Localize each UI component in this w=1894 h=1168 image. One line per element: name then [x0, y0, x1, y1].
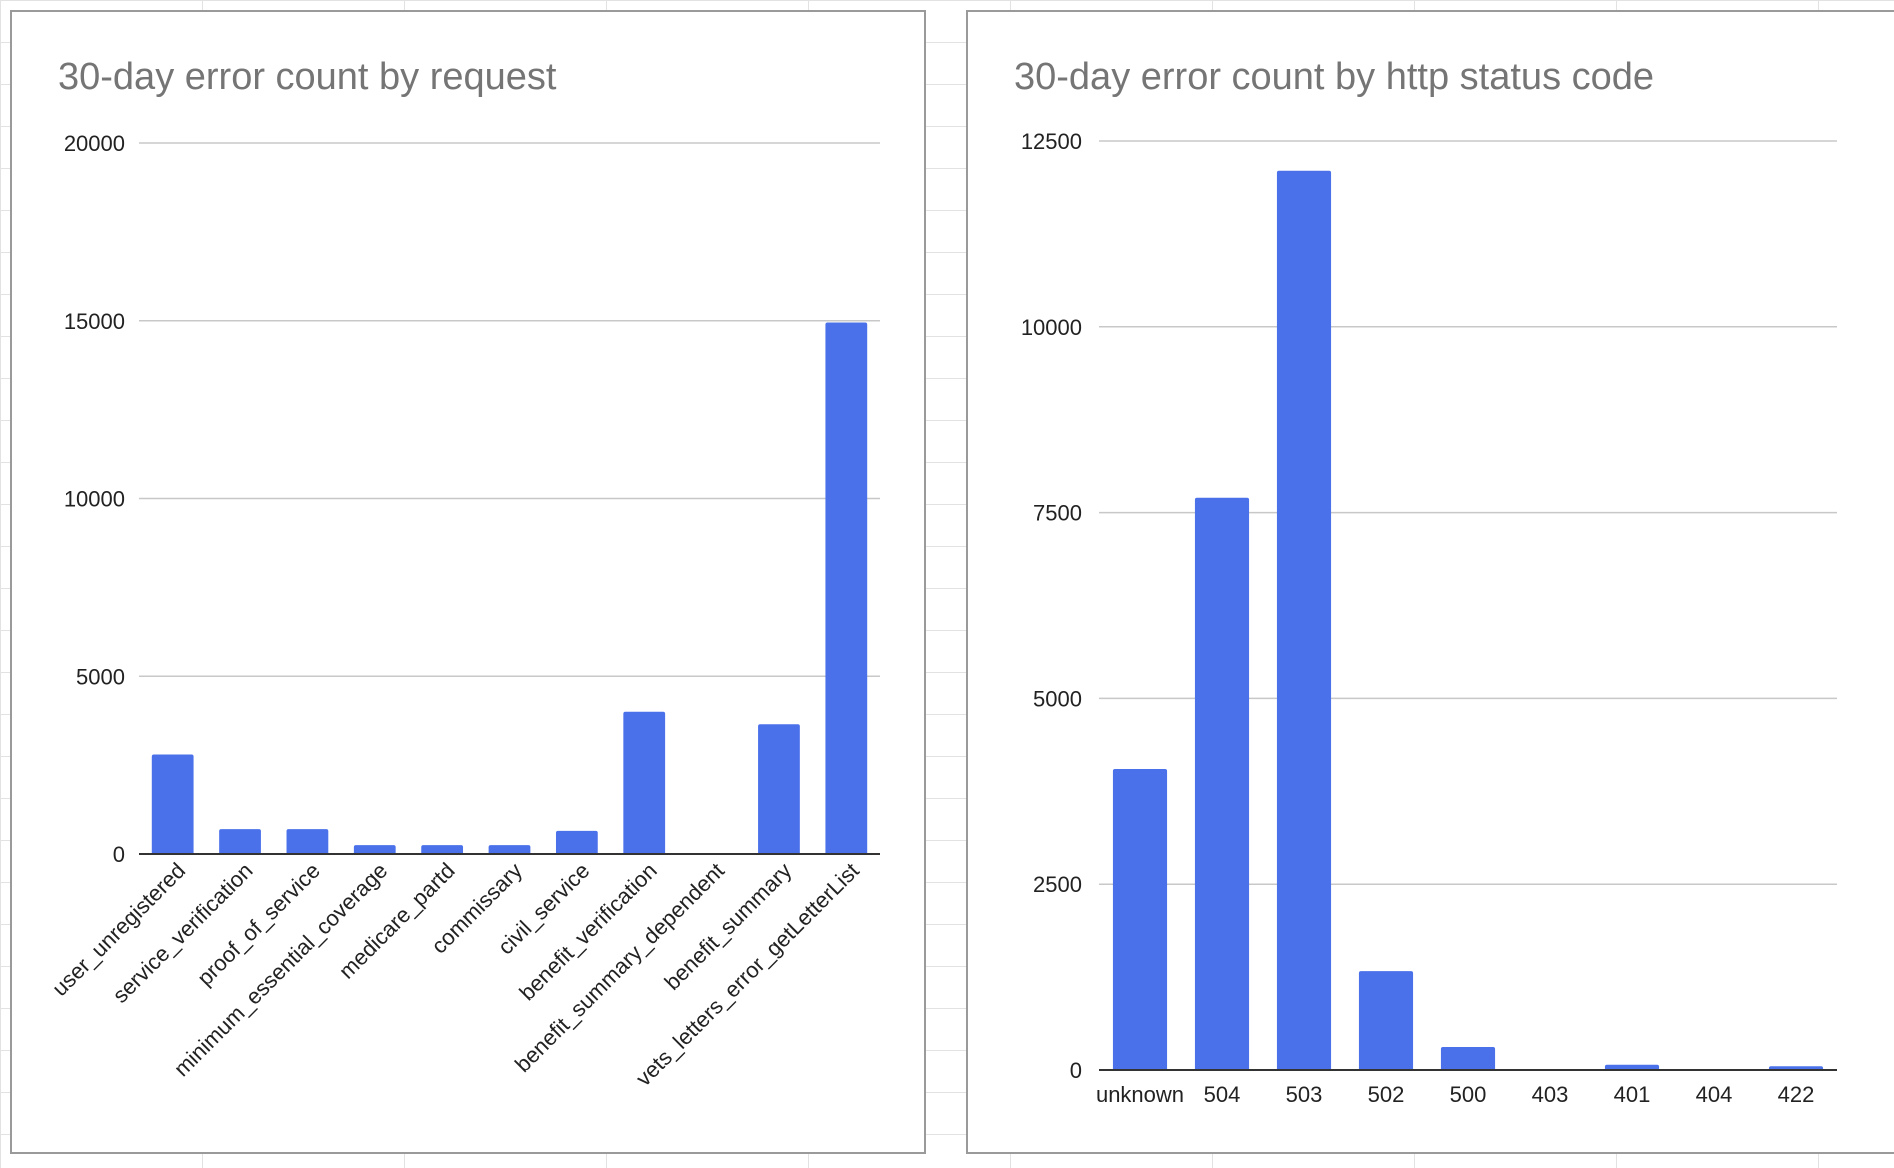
y-tick-label: 0 [113, 842, 125, 867]
chart-panel-requests: 30-day error count by request 0 5000 10000… [10, 10, 926, 1154]
bar [758, 724, 800, 854]
bar [1604, 1064, 1660, 1070]
bar [1276, 170, 1332, 1070]
bar [623, 711, 666, 854]
bar [1358, 971, 1414, 1070]
x-tick-label: 503 [1286, 1082, 1323, 1107]
bar [825, 322, 868, 855]
x-tick-label: 403 [1532, 1082, 1569, 1107]
y-tick-label: 10000 [64, 487, 125, 512]
bar [488, 845, 531, 854]
bar [286, 829, 329, 854]
x-tick-label: 401 [1614, 1082, 1651, 1107]
bar [1112, 769, 1168, 1070]
y-tick-label: 15000 [64, 309, 125, 334]
x-tick-label: 500 [1450, 1082, 1487, 1107]
bar [421, 845, 464, 854]
bar [555, 830, 598, 854]
chart-panel-status-codes: 30-day error count by http status code 0… [966, 10, 1894, 1154]
y-tick-label: 12500 [1021, 129, 1082, 154]
bar [353, 845, 396, 854]
bar-chart-status-codes: 0 2500 5000 7500 10000 12500 unknown 504 503 502 5… [1021, 129, 1837, 1107]
bar [1440, 1046, 1496, 1070]
x-tick-label: 404 [1696, 1082, 1733, 1107]
chart-title: 30-day error count by request [58, 56, 557, 98]
chart-title: 30-day error count by http status code [1014, 56, 1655, 98]
bar [151, 754, 194, 854]
y-tick-label: 7500 [1033, 501, 1082, 526]
x-tick-label: 502 [1368, 1082, 1405, 1107]
x-tick-label: medicare_partd [334, 858, 460, 984]
x-tick-label: 422 [1778, 1082, 1815, 1107]
bar [219, 829, 261, 854]
x-tick-label: benefit_summary [659, 858, 796, 995]
bar-chart-requests: 05000100001500020000user_unregisteredser… [47, 131, 880, 1091]
x-tick-label: proof_of_service [192, 858, 325, 991]
bar [1194, 497, 1250, 1071]
x-tick-label: 504 [1204, 1082, 1241, 1107]
y-tick-label: 20000 [64, 131, 125, 156]
y-tick-label: 0 [1070, 1058, 1082, 1083]
x-tick-label: unknown [1096, 1082, 1184, 1107]
y-tick-label: 5000 [76, 664, 125, 689]
y-tick-label: 2500 [1033, 872, 1082, 897]
y-tick-label: 10000 [1021, 315, 1082, 340]
y-tick-label: 5000 [1033, 686, 1082, 711]
